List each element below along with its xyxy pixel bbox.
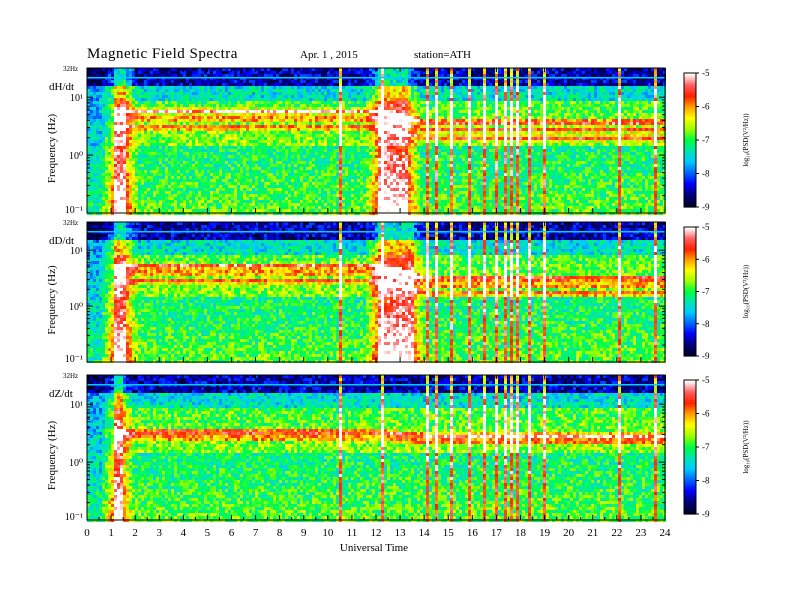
ytick-label-3-1: 10⁰ <box>69 458 83 469</box>
ytick-label-2-2: 10⁻¹ <box>65 354 83 365</box>
xtick-label-7: 7 <box>253 527 259 539</box>
colorbar-tick-2-2: -7 <box>702 287 710 297</box>
top-frequency-label-3: 32Hz <box>63 372 78 380</box>
xtick-label-2: 2 <box>132 527 138 539</box>
xtick-label-4: 4 <box>181 527 187 539</box>
xtick-label-14: 14 <box>419 527 431 539</box>
xtick-label-21: 21 <box>587 527 598 539</box>
xtick-label-17: 17 <box>491 527 503 539</box>
ytick-label-1-1: 10⁰ <box>69 151 83 162</box>
panel-label-3: dZ/dt <box>49 388 73 400</box>
ytick-label-3-2: 10⁻¹ <box>65 512 83 523</box>
xtick-label-20: 20 <box>563 527 575 539</box>
y-axis-label-1: Frequency (Hz) <box>46 114 58 184</box>
xtick-label-23: 23 <box>635 527 647 539</box>
noise-line-1 <box>87 77 665 79</box>
xtick-label-3: 3 <box>157 527 163 539</box>
y-axis-label-2: Frequency (Hz) <box>46 265 58 335</box>
colorbar-tick-2-0: -5 <box>702 222 710 232</box>
colorbar-tick-2-3: -8 <box>702 319 710 329</box>
colorbar-tick-3-1: -6 <box>702 409 710 419</box>
xtick-label-24: 24 <box>660 527 672 539</box>
colorbar-2 <box>684 227 696 357</box>
xtick-label-16: 16 <box>467 527 479 539</box>
ytick-label-1-0: 10¹ <box>70 93 83 104</box>
colorbar-tick-3-3: -8 <box>702 476 710 486</box>
xtick-label-11: 11 <box>347 527 358 539</box>
xtick-label-1: 1 <box>108 527 114 539</box>
x-axis-label: Universal Time <box>340 542 408 554</box>
colorbar-tick-2-1: -6 <box>702 254 710 264</box>
ytick-label-1-2: 10⁻¹ <box>65 205 83 216</box>
panel-label-2: dD/dt <box>49 235 74 247</box>
xtick-label-15: 15 <box>443 527 455 539</box>
ytick-label-2-0: 10¹ <box>70 246 83 257</box>
noise-line-2 <box>87 231 665 233</box>
xtick-label-12: 12 <box>371 527 382 539</box>
colorbar-tick-1-1: -6 <box>702 102 710 112</box>
y-axis-label-3: Frequency (Hz) <box>46 421 58 491</box>
xtick-label-22: 22 <box>611 527 622 539</box>
colorbar-label-3: log₁₀(PSD(V²/Hz)) <box>742 420 750 474</box>
spectra-figure: dH/dt 32Hz 10¹ 10⁰ 10⁻¹ Frequency (Hz) -5 -6 -7 -… <box>0 0 792 612</box>
colorbar-1 <box>684 73 696 208</box>
spectrogram-panel-2 <box>87 222 666 363</box>
xtick-label-5: 5 <box>205 527 211 539</box>
xtick-label-9: 9 <box>301 527 307 539</box>
spectrogram-panel-3 <box>87 375 666 522</box>
colorbar-tick-3-2: -7 <box>702 442 710 452</box>
ytick-label-3-0: 10¹ <box>70 400 83 411</box>
colorbar-tick-2-4: -9 <box>702 351 710 361</box>
top-frequency-label-2: 32Hz <box>63 219 78 227</box>
colorbar-3 <box>684 380 696 515</box>
colorbar-label-1: log₁₀(PSD(V²/Hz)) <box>742 113 750 167</box>
panel-label-1: dH/dt <box>49 81 74 93</box>
colorbar-tick-3-4: -9 <box>702 509 710 519</box>
ytick-label-2-1: 10⁰ <box>69 302 83 313</box>
colorbar-tick-1-2: -7 <box>702 135 710 145</box>
xtick-label-10: 10 <box>322 527 334 539</box>
colorbar-tick-1-3: -8 <box>702 169 710 179</box>
xtick-label-19: 19 <box>539 527 551 539</box>
colorbar-tick-1-0: -5 <box>702 68 710 78</box>
colorbar-tick-1-4: -9 <box>702 202 710 212</box>
xtick-label-6: 6 <box>229 527 235 539</box>
noise-line-3 <box>87 384 665 386</box>
spectrogram-panel-1 <box>87 68 666 215</box>
xtick-label-18: 18 <box>515 527 527 539</box>
xtick-label-13: 13 <box>395 527 407 539</box>
top-frequency-label-1: 32Hz <box>63 65 78 73</box>
xtick-label-0: 0 <box>84 527 90 539</box>
colorbar-label-2: log₁₀(PSD(V²/Hz)) <box>742 264 750 318</box>
xtick-label-8: 8 <box>277 527 283 539</box>
colorbar-tick-3-0: -5 <box>702 375 710 385</box>
